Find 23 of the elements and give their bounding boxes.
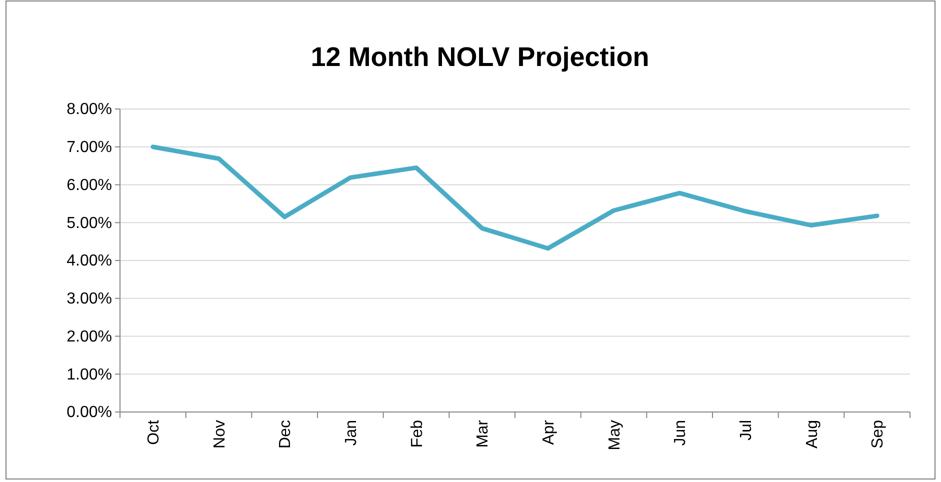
x-tick-label: Nov — [211, 420, 228, 448]
x-tick-label: Apr — [540, 419, 558, 445]
y-tick-label: 0.00% — [66, 404, 112, 422]
x-tick-label: Oct — [146, 419, 163, 445]
x-tick-label: Feb — [408, 420, 426, 448]
y-tick-label: 6.00% — [66, 176, 112, 194]
x-tick-label: Sep — [870, 420, 887, 448]
x-tick-label: Mar — [474, 419, 492, 448]
y-tick-label: 5.00% — [66, 214, 112, 232]
x-tick-label: Aug — [804, 420, 821, 448]
y-tick-label: 1.00% — [66, 366, 112, 384]
y-tick-label: 7.00% — [66, 138, 112, 156]
x-tick-label: Jul — [738, 420, 756, 440]
y-tick-label: 2.00% — [66, 328, 112, 346]
x-tick-label: Jun — [672, 420, 690, 446]
x-tick-label: Jan — [343, 420, 360, 446]
y-tick-label: 4.00% — [66, 252, 112, 270]
y-tick-label: 8.00% — [66, 101, 112, 118]
chart-title: 12 Month NOLV Projection — [310, 42, 650, 72]
x-tick-label: May — [606, 420, 624, 450]
x-tick-label: Dec — [277, 420, 294, 448]
line-series — [150, 144, 880, 251]
y-tick-label: 3.00% — [66, 290, 112, 308]
